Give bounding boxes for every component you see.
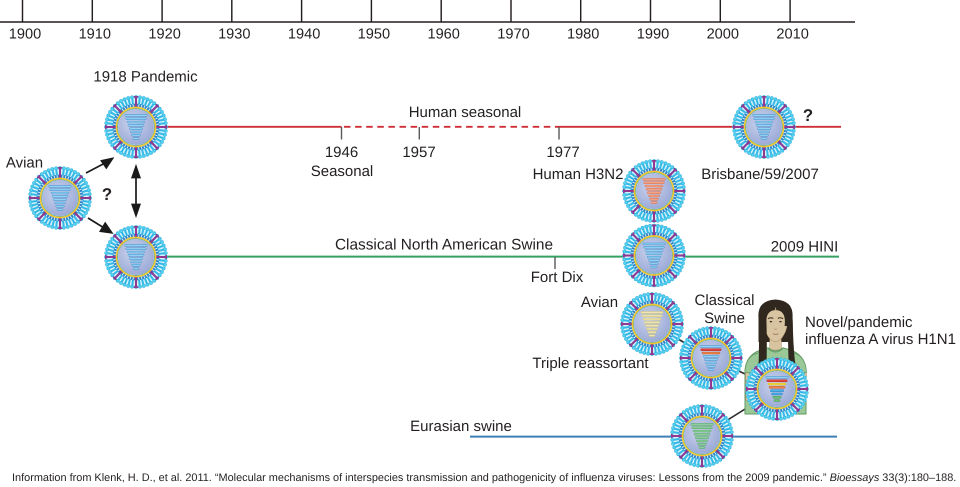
- svg-text:2000: 2000: [707, 27, 739, 43]
- svg-text:1930: 1930: [218, 27, 250, 43]
- svg-text:2010: 2010: [776, 27, 808, 43]
- svg-text:1900: 1900: [9, 27, 41, 43]
- svg-text:?: ?: [102, 185, 112, 204]
- svg-text:Fort Dix: Fort Dix: [531, 269, 584, 286]
- svg-text:Triple reassortant: Triple reassortant: [532, 355, 649, 372]
- svg-text:Swine: Swine: [704, 310, 745, 327]
- svg-text:Human H3N2: Human H3N2: [533, 166, 624, 183]
- svg-text:1990: 1990: [637, 27, 669, 43]
- svg-text:?: ?: [803, 106, 813, 125]
- svg-text:1970: 1970: [497, 27, 529, 43]
- svg-text:Classical North American Swine: Classical North American Swine: [335, 237, 553, 254]
- svg-text:1957: 1957: [402, 144, 435, 161]
- svg-text:1977: 1977: [546, 144, 579, 161]
- svg-text:1940: 1940: [288, 27, 320, 43]
- svg-text:1920: 1920: [148, 27, 180, 43]
- svg-text:Avian: Avian: [581, 294, 618, 311]
- svg-text:1950: 1950: [358, 27, 390, 43]
- svg-text:2009 HINI: 2009 HINI: [771, 239, 839, 256]
- svg-text:Classical: Classical: [694, 292, 754, 309]
- svg-text:1910: 1910: [79, 27, 111, 43]
- svg-text:Information from Klenk, H. D.,: Information from Klenk, H. D., et al. 20…: [12, 472, 956, 484]
- svg-text:1980: 1980: [567, 27, 599, 43]
- svg-text:1960: 1960: [427, 27, 459, 43]
- svg-text:Brisbane/59/2007: Brisbane/59/2007: [701, 166, 819, 183]
- svg-text:Novel/pandemic: Novel/pandemic: [805, 314, 913, 331]
- svg-text:influenza A virus H1N1: influenza A virus H1N1: [805, 331, 956, 348]
- svg-text:Eurasian swine: Eurasian swine: [410, 418, 512, 435]
- svg-text:Seasonal: Seasonal: [311, 163, 374, 180]
- svg-text:1918 Pandemic: 1918 Pandemic: [93, 69, 198, 86]
- svg-text:Avian: Avian: [6, 155, 43, 172]
- svg-text:1946: 1946: [325, 144, 358, 161]
- svg-text:Human seasonal: Human seasonal: [409, 104, 522, 121]
